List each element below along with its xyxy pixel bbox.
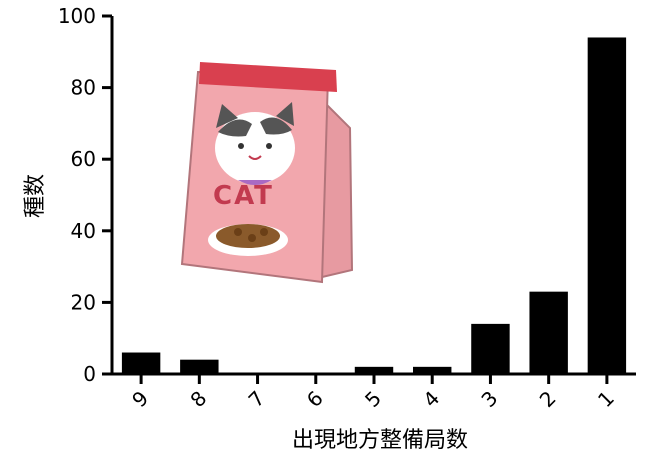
x-tick-label-2: 2 <box>535 386 561 412</box>
x-tick-label-6: 6 <box>302 386 328 412</box>
bar-4 <box>413 366 452 374</box>
y-tick-label: 80 <box>71 76 96 100</box>
bar-3 <box>471 323 510 374</box>
y-tick-label: 40 <box>71 219 96 243</box>
bag-text: CAT <box>213 181 274 211</box>
x-axis: 9 8 7 6 5 4 3 2 1 <box>112 372 636 412</box>
y-axis: 0 20 40 60 80 100 <box>58 4 114 386</box>
y-axis-title: 種数 <box>23 174 48 218</box>
x-tick-label-7: 7 <box>244 386 270 412</box>
bars <box>121 37 627 374</box>
x-tick-label-5: 5 <box>360 386 386 412</box>
cat-face-icon <box>215 102 295 185</box>
x-tick-label-9: 9 <box>127 386 153 412</box>
bar-2 <box>529 291 568 374</box>
y-tick-label: 60 <box>71 147 96 171</box>
bar-5 <box>354 366 394 374</box>
x-tick-label-1: 1 <box>593 386 619 412</box>
bar-1 <box>587 37 627 374</box>
bar-8 <box>180 359 219 374</box>
y-tick-label: 20 <box>71 290 96 314</box>
y-tick-label: 0 <box>83 362 96 386</box>
x-tick-label-3: 3 <box>477 386 503 412</box>
x-tick-label-4: 4 <box>418 386 444 412</box>
y-tick-label: 100 <box>58 4 96 28</box>
x-axis-title: 出現地方整備局数 <box>292 428 468 453</box>
bar-9 <box>121 352 161 374</box>
x-tick-label-8: 8 <box>185 386 211 412</box>
cat-food-bag-icon: CAT <box>180 62 354 284</box>
